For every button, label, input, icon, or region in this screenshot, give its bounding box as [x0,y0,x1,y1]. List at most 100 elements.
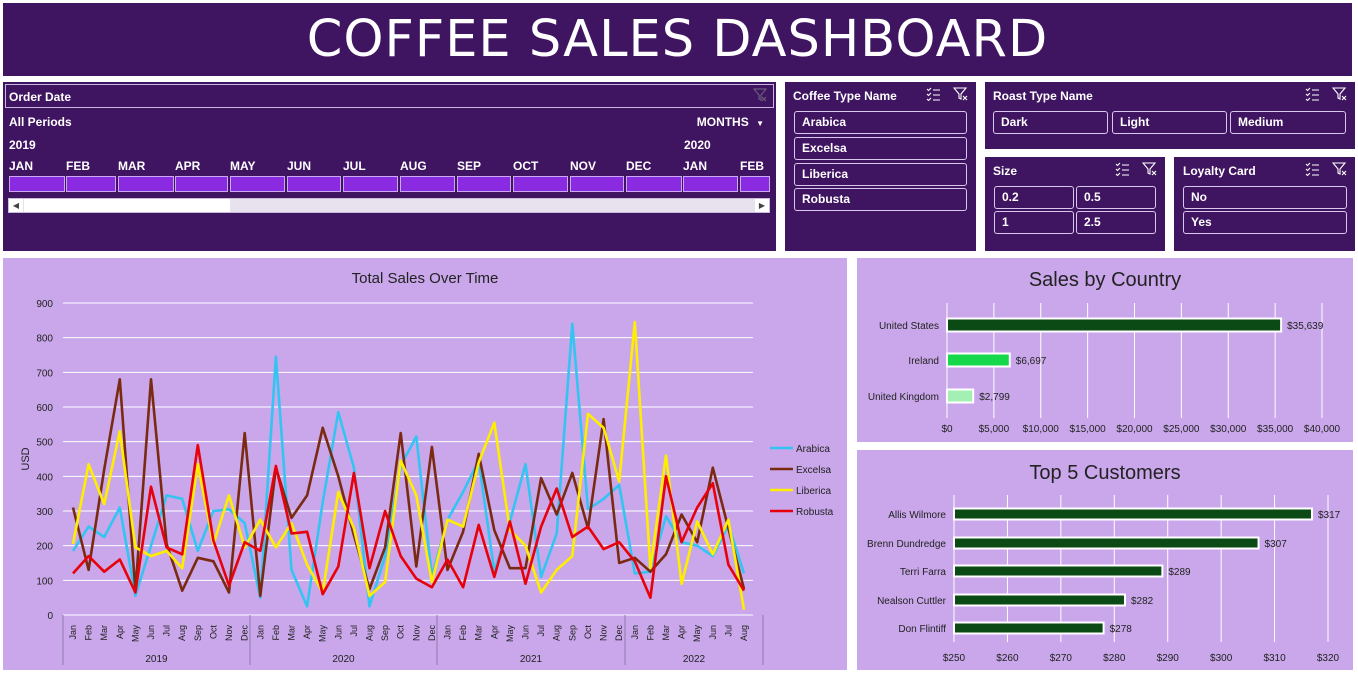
y-tick-label: 700 [36,368,53,379]
slicer-item-no[interactable]: No [1183,186,1347,209]
clear-filter-icon[interactable] [1332,87,1347,101]
timeline-scrollbar[interactable]: ◀ ▶ [8,198,770,213]
slicer-item-size-0-5[interactable]: 0.5 [1076,186,1156,209]
timeline-month-bar[interactable] [683,176,738,192]
timeline-month-bar[interactable] [230,176,285,192]
multi-select-icon[interactable] [1305,162,1320,176]
slicer-item-size-2-5[interactable]: 2.5 [1076,211,1156,234]
scroll-right-arrow[interactable]: ▶ [755,199,769,212]
timeline-header [5,84,774,108]
x-tick-label: $20,000 [1116,424,1153,435]
x-tick-label: May [318,625,328,643]
scroll-left-arrow[interactable]: ◀ [9,199,23,212]
clear-filter-icon[interactable] [953,87,968,101]
year-label: 2019 [145,654,168,665]
timeline-month-bar[interactable] [66,176,116,192]
timeline-month-bar[interactable] [9,176,65,192]
series-line-excelsa [71,378,746,598]
loyalty-card-slicer: Loyalty Card No Yes [1174,157,1355,251]
timeline-month-label: FEB [740,159,764,173]
multi-select-icon[interactable] [926,87,941,101]
x-tick-label: $320 [1317,653,1340,664]
year-label: 2022 [683,654,706,665]
x-tick-label: $300 [1210,653,1233,664]
multi-select-icon[interactable] [1305,87,1320,101]
timeline-month-bar[interactable] [400,176,455,192]
slicer-item-liberica[interactable]: Liberica [794,163,967,186]
x-tick-label: Jan [68,625,78,640]
bar [953,593,1126,607]
slicer-item-medium[interactable]: Medium [1230,111,1346,134]
slicer-item-size-1[interactable]: 1 [994,211,1074,234]
timeline-month-bar[interactable] [626,176,682,192]
multi-select-icon[interactable] [1115,162,1130,176]
time-level-dropdown[interactable]: MONTHS ▼ [697,115,764,129]
series-line-robusta [72,443,746,600]
timeline-month-label: JUL [343,159,366,173]
x-tick-label: Aug [177,625,187,641]
x-tick-label: Aug [552,625,562,641]
slicer-item-size-0-2[interactable]: 0.2 [994,186,1074,209]
data-label: $35,639 [1287,321,1324,332]
timeline-month-bar[interactable] [740,176,770,192]
timeline-month-bar[interactable] [513,176,568,192]
timeline-month-label: JAN [9,159,34,173]
x-tick-label: Mar [99,625,109,641]
year-label: 2020 [332,654,355,665]
slicer-item-dark[interactable]: Dark [993,111,1108,134]
x-tick-label: Jul [162,625,172,637]
clear-filter-icon[interactable] [752,88,768,107]
x-tick-label: Nov [224,625,234,642]
size-title: Size [993,164,1018,178]
y-tick-label: 0 [47,611,53,622]
slicer-item-arabica[interactable]: Arabica [794,111,967,134]
timeline-month-bar[interactable] [570,176,624,192]
x-tick-label: Jun [146,625,156,640]
x-tick-label: Apr [677,625,687,639]
slicer-item-robusta[interactable]: Robusta [794,188,967,211]
dashboard-title: COFFEE SALES DASHBOARD [306,10,1049,69]
x-tick-label: Feb [458,625,468,641]
x-tick-label: Feb [271,625,281,641]
x-tick-label: $25,000 [1163,424,1200,435]
x-tick-label: $310 [1263,653,1286,664]
clear-filter-icon[interactable] [1332,162,1347,176]
clear-filter-icon[interactable] [1142,162,1157,176]
top-customers-panel: Top 5 Customers $250 $260 $270 $280 $290 $300 $… [857,450,1353,670]
y-tick-label: 300 [36,507,53,518]
order-date-timeline[interactable]: Order Date All Periods MONTHS ▼ 2019 202… [3,82,776,251]
timeline-month-bar[interactable] [343,176,398,192]
x-tick-label: Dec [614,625,624,642]
x-tick-label: Jan [630,625,640,640]
x-tick-label: $260 [996,653,1019,664]
scroll-thumb[interactable] [24,199,230,212]
x-tick-label: Dec [427,625,437,642]
sales-by-country-chart: Sales by Country $0 $5,000 $10,000 $15,000 $2… [868,269,1341,435]
y-tick-label: 200 [36,542,53,553]
x-tick-label: Feb [84,625,94,641]
slicer-item-excelsa[interactable]: Excelsa [794,137,967,160]
timeline-month-label: SEP [457,159,482,173]
top-customers-chart: Top 5 Customers $250 $260 $270 $280 $290 $300 $… [867,462,1341,664]
timeline-month-bar[interactable] [457,176,511,192]
series-line-liberica [71,320,746,611]
timeline-year-2020: 2020 [684,138,711,152]
y-tick-label: 800 [36,334,53,345]
slicer-item-light[interactable]: Light [1112,111,1227,134]
timeline-month-bar[interactable] [118,176,174,192]
slicer-item-yes[interactable]: Yes [1183,211,1347,234]
data-label: $282 [1131,596,1154,607]
category-label: Don Flintiff [898,624,946,635]
y-tick-label: 600 [36,403,53,414]
data-label: $278 [1110,624,1133,635]
bar [946,388,975,404]
data-label: $289 [1168,567,1191,578]
category-label: United States [879,321,939,332]
y-tick-label: 500 [36,438,53,449]
x-tick-label: $0 [941,424,953,435]
chart-title: Top 5 Customers [1029,462,1180,484]
timeline-month-bar[interactable] [175,176,228,192]
roast-type-title: Roast Type Name [993,89,1093,103]
data-label: $317 [1318,510,1341,521]
timeline-month-bar[interactable] [287,176,341,192]
